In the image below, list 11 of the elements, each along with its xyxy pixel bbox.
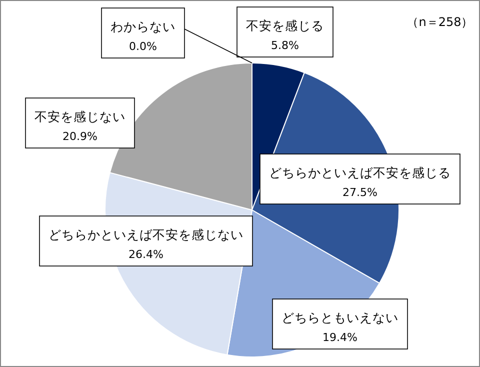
data-label: 5.8%	[271, 39, 299, 52]
slice-label: 不安を感じない	[34, 109, 126, 124]
data-label: 20.9%	[62, 130, 98, 143]
data-label: 19.4%	[322, 331, 358, 344]
text: （n＝258）	[406, 15, 474, 29]
data-label: 27.5%	[342, 186, 378, 199]
slice-label: どちらともいえない	[282, 310, 398, 325]
slice-label: どちらかといえば不安を感じない	[48, 227, 244, 242]
data-label: 26.4%	[128, 248, 164, 261]
slice-label: どちらかといえば不安を感じる	[269, 165, 451, 180]
slice-label: 不安を感じる	[246, 18, 324, 33]
